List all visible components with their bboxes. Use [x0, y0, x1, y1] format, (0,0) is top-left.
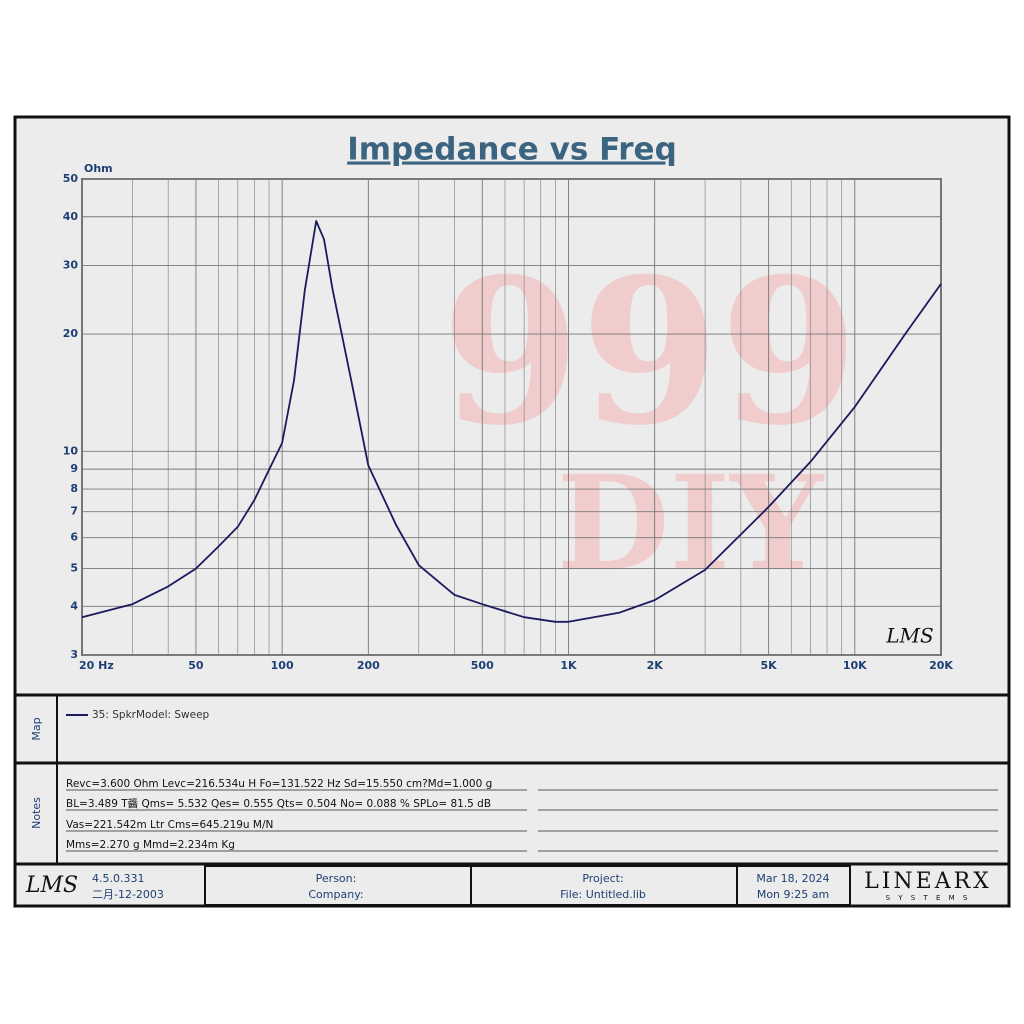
note-line: BL=3.489 T醬 Qms= 5.532 Qes= 0.555 Qts= 0…	[66, 797, 491, 810]
x-tick-label: 20K	[929, 659, 953, 672]
y-tick-label: 30	[63, 258, 79, 271]
x-tick-label: 500	[471, 659, 494, 672]
x-tick-label: 2K	[647, 659, 664, 672]
file: File: Untitled.lib	[560, 888, 646, 901]
x-tick-label: 50	[188, 659, 204, 672]
plot-logo: LMS	[885, 624, 933, 648]
y-tick-label: 5	[70, 562, 78, 575]
project: Project:	[582, 872, 623, 885]
note-line: Revc=3.600 Ohm Levc=216.534u H Fo=131.52…	[66, 778, 492, 790]
y-tick-label: 4	[70, 599, 78, 612]
time: Mon 9:25 am	[757, 888, 829, 901]
chart-title: Impedance vs Freq	[347, 132, 677, 168]
brand-sub: S Y S T E M S	[886, 894, 971, 902]
y-tick-label: 40	[63, 210, 79, 223]
x-tick-label: 5K	[761, 659, 778, 672]
version-date: 二月-12-2003	[92, 888, 164, 901]
notes: Revc=3.600 Ohm Levc=216.534u H Fo=131.52…	[66, 778, 998, 852]
y-tick-label: 20	[63, 327, 79, 340]
y-axis-label: Ohm	[84, 162, 113, 175]
y-tick-label: 6	[70, 531, 78, 544]
map-label: Map	[30, 717, 43, 740]
x-tick-label: 10K	[843, 659, 867, 672]
version: 4.5.0.331	[92, 872, 144, 885]
date: Mar 18, 2024	[756, 872, 829, 885]
company: Company:	[308, 888, 363, 901]
footer-cell	[736, 865, 851, 906]
note-line: Vas=221.542m Ltr Cms=645.219u M/N	[66, 819, 273, 831]
footer-logo: LMS	[25, 873, 78, 898]
impedance-line	[81, 220, 942, 623]
footer: LMS 4.5.0.331 二月-12-2003 Person: Company…	[25, 865, 992, 906]
note-line: Mms=2.270 g Mmd=2.234m Kg	[66, 839, 235, 851]
y-tick-label: 10	[63, 444, 79, 457]
plot: 20 Hz 50 100 200 500 1K 2K 5K 10K 20K 3 4 5 6 7 8 9 10 20 3…	[63, 172, 954, 672]
x-tick-label: 100	[271, 659, 294, 672]
x-tick-label: 200	[357, 659, 380, 672]
y-tick-label: 50	[63, 172, 79, 185]
watermark: 999	[441, 235, 858, 470]
watermark: DIY	[557, 447, 826, 600]
y-tick-label: 9	[70, 462, 78, 475]
notes-label: Notes	[30, 797, 43, 829]
person: Person:	[316, 872, 357, 885]
y-tick-label: 3	[70, 648, 78, 661]
x-tick-label: 20 Hz	[79, 659, 114, 672]
brand: LINEARX	[864, 869, 992, 894]
y-tick-label: 8	[70, 482, 78, 495]
x-tick-label: 1K	[560, 659, 577, 672]
legend-label: 35: SpkrModel: Sweep	[92, 709, 210, 721]
y-tick-label: 7	[70, 505, 78, 518]
